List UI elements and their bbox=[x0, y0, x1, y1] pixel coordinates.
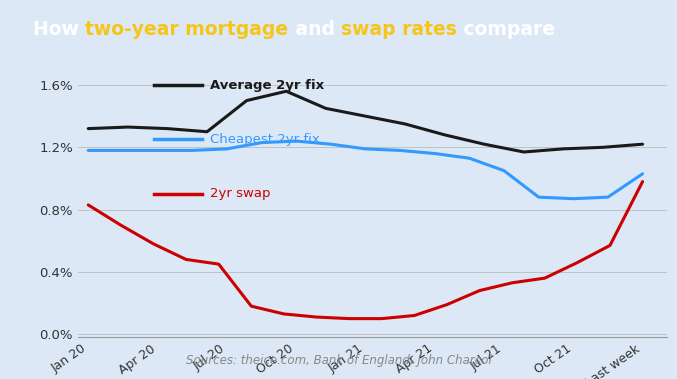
Text: 2yr swap: 2yr swap bbox=[211, 187, 271, 200]
Text: Sources: theice.com, Bank of England, John Charcol: Sources: theice.com, Bank of England, Jo… bbox=[185, 354, 492, 367]
Text: two-year mortgage: two-year mortgage bbox=[85, 20, 288, 39]
Text: Cheapest 2yr fix: Cheapest 2yr fix bbox=[211, 133, 320, 146]
Text: Average 2yr fix: Average 2yr fix bbox=[211, 79, 324, 92]
Text: and: and bbox=[288, 20, 341, 39]
Text: compare: compare bbox=[457, 20, 555, 39]
Text: How: How bbox=[33, 20, 85, 39]
Text: swap rates: swap rates bbox=[341, 20, 457, 39]
